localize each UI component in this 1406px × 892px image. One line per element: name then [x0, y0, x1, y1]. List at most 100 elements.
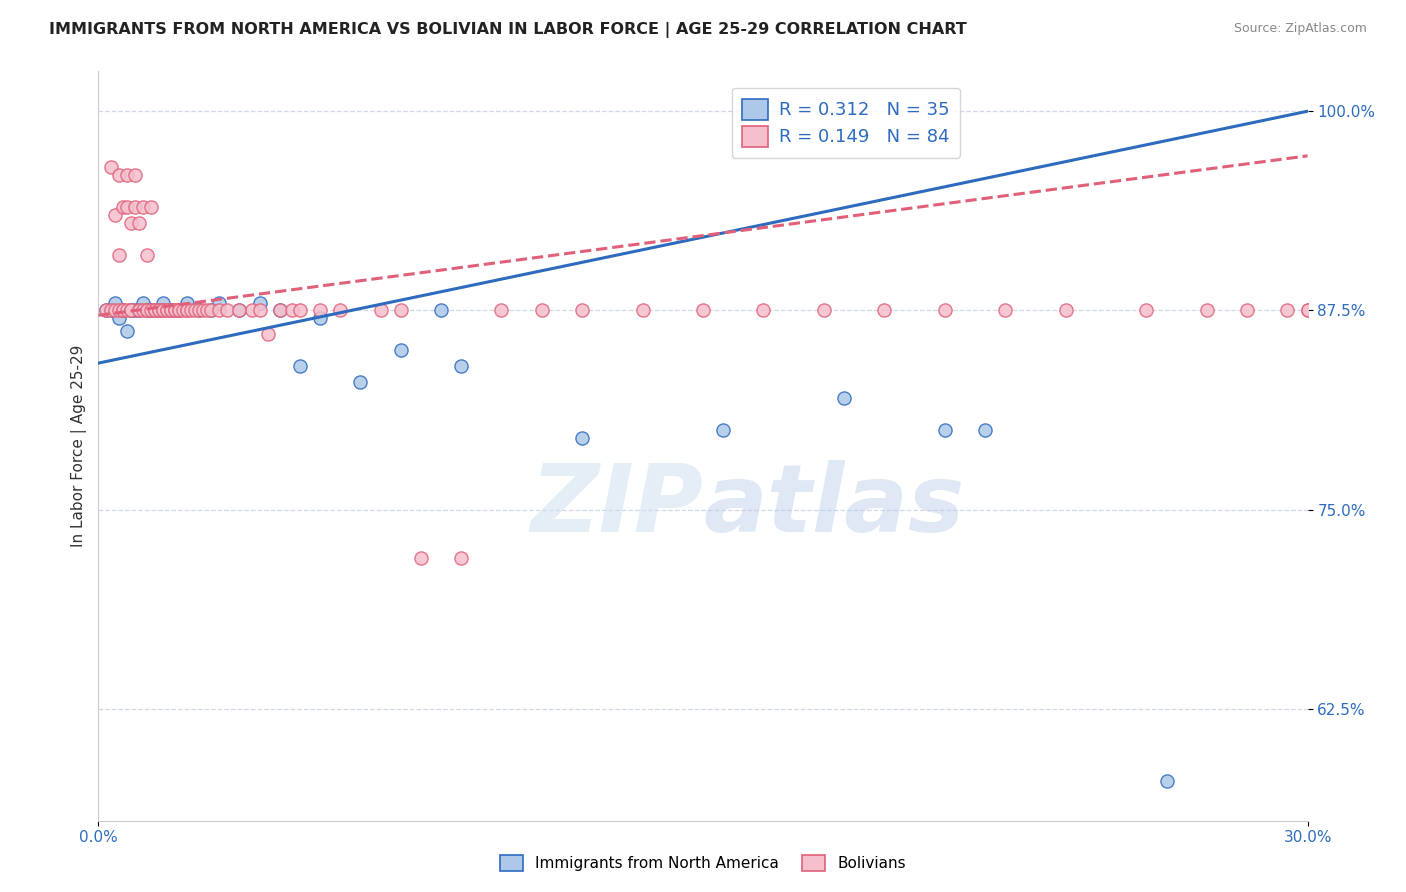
Point	[1296, 303, 1319, 318]
Point	[139, 200, 162, 214]
Point	[103, 303, 125, 318]
Point	[132, 200, 155, 214]
Point	[1195, 303, 1218, 318]
Point	[111, 303, 134, 318]
Point	[176, 303, 198, 318]
Point	[240, 303, 263, 318]
Text: Source: ZipAtlas.com: Source: ZipAtlas.com	[1233, 22, 1367, 36]
Point	[228, 303, 250, 318]
Point	[111, 200, 134, 214]
Point	[200, 303, 222, 318]
Point	[128, 216, 150, 230]
Point	[167, 303, 190, 318]
Point	[163, 303, 186, 318]
Point	[281, 303, 304, 318]
Point	[195, 303, 218, 318]
Point	[107, 248, 129, 262]
Text: IMMIGRANTS FROM NORTH AMERICA VS BOLIVIAN IN LABOR FORCE | AGE 25-29 CORRELATION: IMMIGRANTS FROM NORTH AMERICA VS BOLIVIA…	[49, 22, 967, 38]
Point	[160, 303, 183, 318]
Point	[832, 391, 855, 405]
Point	[124, 200, 146, 214]
Point	[156, 303, 179, 318]
Point	[115, 324, 138, 338]
Point	[176, 303, 198, 318]
Point	[208, 295, 231, 310]
Point	[269, 303, 291, 318]
Point	[135, 303, 157, 318]
Point	[152, 303, 174, 318]
Point	[309, 311, 332, 326]
Point	[180, 303, 202, 318]
Point	[100, 303, 122, 318]
Point	[752, 303, 775, 318]
Point	[256, 327, 278, 342]
Point	[135, 248, 157, 262]
Text: atlas: atlas	[703, 460, 965, 552]
Point	[107, 311, 129, 326]
Point	[132, 303, 155, 318]
Point	[1156, 773, 1178, 788]
Point	[217, 303, 239, 318]
Point	[148, 303, 170, 318]
Point	[309, 303, 332, 318]
Point	[200, 303, 222, 318]
Point	[1054, 303, 1077, 318]
Point	[124, 168, 146, 182]
Point	[288, 303, 311, 318]
Point	[120, 303, 142, 318]
Point	[100, 303, 122, 318]
Point	[107, 168, 129, 182]
Point	[148, 303, 170, 318]
Point	[103, 208, 125, 222]
Point	[491, 303, 513, 318]
Point	[389, 343, 412, 358]
Point	[139, 303, 162, 318]
Point	[692, 303, 714, 318]
Point	[139, 303, 162, 318]
Point	[409, 550, 432, 565]
Point	[132, 295, 155, 310]
Point	[994, 303, 1017, 318]
Text: ZIP: ZIP	[530, 460, 703, 552]
Point	[143, 303, 166, 318]
Point	[152, 295, 174, 310]
Point	[148, 303, 170, 318]
Point	[135, 303, 157, 318]
Point	[249, 303, 271, 318]
Point	[813, 303, 835, 318]
Point	[329, 303, 352, 318]
Point	[571, 303, 593, 318]
Point	[188, 303, 211, 318]
Point	[269, 303, 291, 318]
Point	[115, 168, 138, 182]
Point	[288, 359, 311, 374]
Point	[349, 376, 371, 390]
Point	[228, 303, 250, 318]
Point	[167, 303, 190, 318]
Point	[96, 303, 118, 318]
Point	[450, 359, 472, 374]
Point	[571, 431, 593, 445]
Point	[100, 160, 122, 174]
Point	[430, 303, 453, 318]
Point	[934, 303, 956, 318]
Point	[167, 303, 190, 318]
Point	[934, 423, 956, 437]
Point	[152, 303, 174, 318]
Point	[389, 303, 412, 318]
Point	[143, 303, 166, 318]
Point	[163, 303, 186, 318]
Point	[1135, 303, 1157, 318]
Point	[188, 303, 211, 318]
Point	[128, 303, 150, 318]
Point	[530, 303, 553, 318]
Point	[111, 303, 134, 318]
Legend: R = 0.312   N = 35, R = 0.149   N = 84: R = 0.312 N = 35, R = 0.149 N = 84	[731, 88, 960, 158]
Point	[160, 303, 183, 318]
Point	[193, 303, 215, 318]
Point	[172, 303, 194, 318]
Point	[115, 303, 138, 318]
Point	[135, 303, 157, 318]
Point	[450, 550, 472, 565]
Point	[111, 303, 134, 318]
